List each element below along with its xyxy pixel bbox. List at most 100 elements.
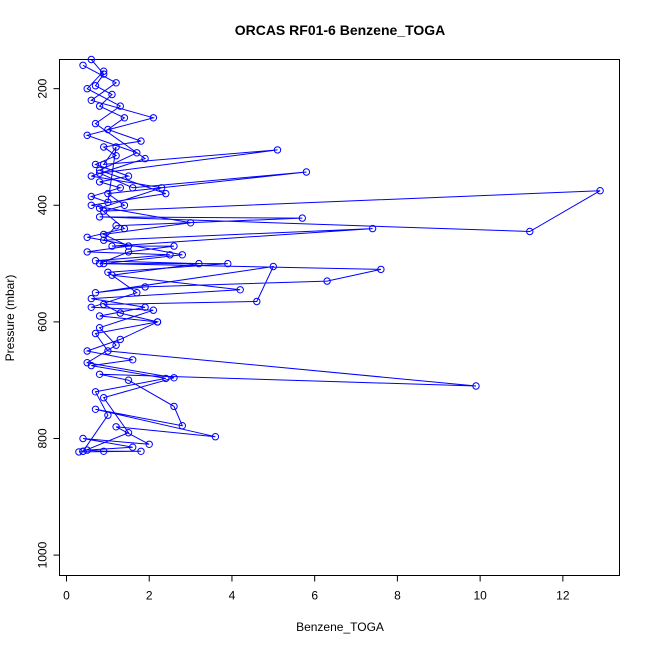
data-point bbox=[120, 224, 129, 233]
data-point bbox=[298, 214, 306, 222]
data-point bbox=[104, 198, 112, 207]
data-point bbox=[472, 382, 480, 390]
data-point bbox=[178, 422, 187, 430]
data-point bbox=[104, 125, 112, 134]
data-point bbox=[100, 230, 108, 239]
data-point bbox=[108, 90, 116, 99]
y-tick-label: 800 bbox=[36, 428, 50, 448]
data-point bbox=[91, 289, 100, 297]
data-point bbox=[100, 447, 108, 455]
data-point bbox=[129, 356, 137, 364]
data-point bbox=[116, 102, 125, 110]
data-point bbox=[83, 248, 91, 256]
x-tick-label: 8 bbox=[394, 589, 401, 603]
x-tick-label: 6 bbox=[311, 589, 318, 603]
data-point bbox=[170, 374, 178, 382]
data-point bbox=[95, 178, 104, 186]
data-point bbox=[83, 85, 91, 93]
data-point bbox=[95, 169, 104, 177]
data-point bbox=[124, 248, 133, 256]
data-point bbox=[129, 443, 137, 451]
data-point bbox=[100, 236, 108, 244]
x-tick-label: 0 bbox=[63, 589, 70, 603]
y-tick-label: 200 bbox=[36, 78, 50, 98]
data-point bbox=[100, 67, 108, 75]
data-point bbox=[137, 447, 145, 455]
series-line bbox=[82, 70, 228, 452]
data-point bbox=[104, 411, 112, 419]
data-point bbox=[124, 242, 133, 250]
data-point bbox=[236, 286, 244, 294]
data-point bbox=[100, 259, 108, 268]
x-axis-label: Benzene_TOGA bbox=[296, 620, 384, 634]
x-axis: 0 2 4 6 8 10 12 bbox=[63, 575, 570, 603]
data-point bbox=[112, 79, 120, 87]
data-point bbox=[83, 359, 91, 367]
data-point bbox=[87, 192, 96, 201]
data-point bbox=[91, 257, 100, 265]
series-lines bbox=[78, 59, 601, 453]
data-point bbox=[269, 262, 277, 271]
data-point bbox=[79, 61, 87, 70]
data-point bbox=[83, 446, 91, 454]
y-tick-label: 400 bbox=[36, 195, 50, 215]
data-point bbox=[162, 189, 170, 198]
data-point bbox=[129, 184, 137, 192]
plot-frame bbox=[59, 59, 620, 576]
y-axis: 200 400 600 800 1000 bbox=[36, 78, 60, 568]
data-point bbox=[79, 434, 87, 443]
data-point bbox=[112, 152, 120, 160]
data-point bbox=[186, 219, 195, 227]
data-point bbox=[95, 204, 104, 212]
data-point bbox=[124, 172, 133, 180]
y-tick-label: 600 bbox=[36, 312, 50, 332]
data-point bbox=[75, 448, 83, 456]
series-points bbox=[75, 55, 604, 456]
data-point bbox=[100, 300, 108, 309]
data-point bbox=[112, 222, 120, 230]
data-point bbox=[211, 433, 220, 441]
data-point bbox=[368, 224, 377, 233]
data-point bbox=[87, 201, 96, 210]
data-point bbox=[91, 160, 100, 169]
chart-title: ORCAS RF01-6 Benzene_TOGA bbox=[235, 22, 446, 38]
data-point bbox=[83, 233, 91, 242]
data-point bbox=[95, 213, 104, 221]
x-tick-label: 12 bbox=[556, 589, 570, 603]
data-point bbox=[112, 341, 120, 349]
data-point bbox=[170, 402, 178, 411]
y-tick-label: 1000 bbox=[36, 541, 50, 568]
data-point bbox=[87, 96, 96, 105]
data-point bbox=[133, 289, 141, 297]
data-point bbox=[157, 184, 166, 192]
data-point bbox=[377, 265, 385, 274]
data-point bbox=[104, 347, 112, 355]
data-point bbox=[100, 143, 108, 151]
data-point bbox=[195, 259, 203, 268]
x-tick-label: 10 bbox=[473, 589, 487, 603]
data-point bbox=[91, 388, 100, 396]
data-point bbox=[124, 376, 133, 384]
data-point bbox=[145, 440, 153, 448]
data-point bbox=[83, 347, 91, 355]
y-axis-label: Pressure (mbar) bbox=[3, 275, 17, 362]
data-point bbox=[95, 370, 104, 378]
data-point bbox=[124, 429, 133, 437]
data-point bbox=[87, 294, 96, 303]
data-point bbox=[95, 166, 104, 175]
data-point bbox=[133, 149, 141, 157]
data-point bbox=[112, 423, 120, 431]
data-point bbox=[91, 329, 100, 338]
data-point bbox=[170, 242, 178, 250]
data-point bbox=[116, 335, 125, 344]
data-point bbox=[79, 447, 87, 455]
data-point bbox=[153, 318, 162, 326]
data-point bbox=[178, 251, 187, 259]
data-point bbox=[87, 55, 96, 64]
data-point bbox=[162, 374, 170, 383]
data-point bbox=[323, 277, 331, 285]
data-point bbox=[273, 146, 282, 154]
data-point bbox=[100, 394, 108, 402]
data-point bbox=[224, 259, 232, 268]
